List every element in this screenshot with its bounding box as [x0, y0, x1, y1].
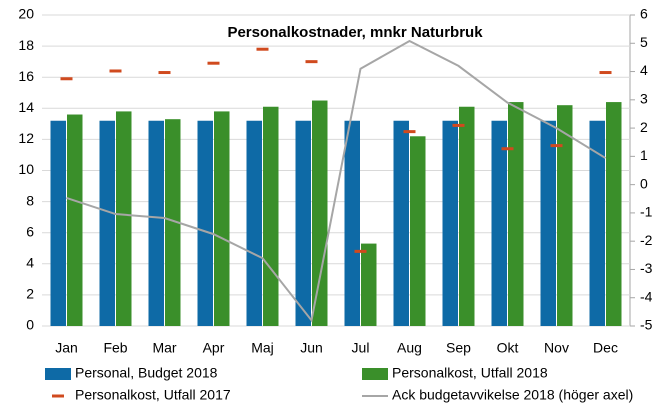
bar: [165, 119, 181, 326]
x-tick-label: Maj: [251, 340, 274, 356]
bar: [491, 120, 507, 327]
bar: [50, 120, 66, 327]
bar: [214, 111, 230, 326]
y-tick-label: 0: [26, 317, 34, 333]
x-tick-label: Sep: [446, 340, 471, 356]
bar: [99, 120, 115, 327]
bar: [197, 120, 213, 327]
bar: [246, 120, 262, 327]
x-tick-label: Mar: [152, 340, 176, 356]
legend-label: Personalkost, Utfall 2018: [392, 365, 548, 381]
y-tick-label: 12: [18, 130, 34, 146]
x-tick-label: Nov: [544, 340, 569, 356]
y2-tick-label: 0: [640, 175, 648, 191]
x-tick-label: Jan: [55, 340, 78, 356]
y2-tick-label: -4: [640, 288, 653, 304]
bar: [459, 106, 475, 327]
y-tick-label: 2: [26, 286, 34, 302]
x-tick-label: Jul: [352, 340, 370, 356]
y2-tick-label: -3: [640, 260, 653, 276]
y-tick-label: 6: [26, 223, 34, 239]
bar: [540, 120, 556, 327]
bar: [589, 120, 605, 327]
y2-tick-label: -2: [640, 232, 653, 248]
y2-tick-label: 2: [640, 119, 648, 135]
bar: [410, 136, 426, 326]
y-tick-label: 20: [18, 6, 34, 22]
y-tick-label: 8: [26, 192, 34, 208]
bar: [67, 114, 83, 327]
bar: [393, 120, 409, 327]
bar: [295, 120, 311, 327]
y2-tick-label: 3: [640, 91, 648, 107]
bar: [312, 100, 328, 327]
bar: [442, 120, 458, 327]
bar: [508, 102, 524, 326]
y2-tick-label: 1: [640, 147, 648, 163]
bar: [557, 105, 573, 326]
legend-label: Personalkost, Utfall 2017: [75, 387, 231, 403]
x-tick-label: Feb: [103, 340, 127, 356]
y2-tick-label: 5: [640, 34, 648, 50]
bar: [344, 120, 360, 327]
bar: [148, 120, 164, 327]
legend-label: Personal, Budget 2018: [75, 365, 218, 381]
bar: [606, 102, 622, 326]
y-tick-label: 10: [18, 161, 34, 177]
bar: [361, 243, 377, 326]
y2-tick-label: 6: [640, 6, 648, 22]
bar: [263, 106, 279, 327]
x-tick-label: Aug: [397, 340, 422, 356]
line: [66, 39, 607, 323]
bar: [116, 111, 132, 326]
legend-label: Ack budgetavvikelse 2018 (höger axel): [392, 387, 633, 403]
legend-swatch: [362, 368, 388, 380]
y-tick-label: 14: [18, 99, 34, 115]
y-tick-label: 18: [18, 37, 34, 53]
chart-title: Personalkostnader, mnkr Naturbruk: [227, 24, 483, 41]
x-tick-label: Okt: [497, 340, 519, 356]
x-tick-label: Apr: [203, 340, 225, 356]
y2-tick-label: -5: [640, 317, 653, 333]
x-tick-label: Dec: [593, 340, 618, 356]
y-tick-label: 4: [26, 255, 34, 271]
y2-tick-label: -1: [640, 204, 653, 220]
x-tick-label: Jun: [300, 340, 323, 356]
legend-swatch: [45, 368, 71, 380]
y2-tick-label: 4: [640, 62, 648, 78]
y-tick-label: 16: [18, 68, 34, 84]
